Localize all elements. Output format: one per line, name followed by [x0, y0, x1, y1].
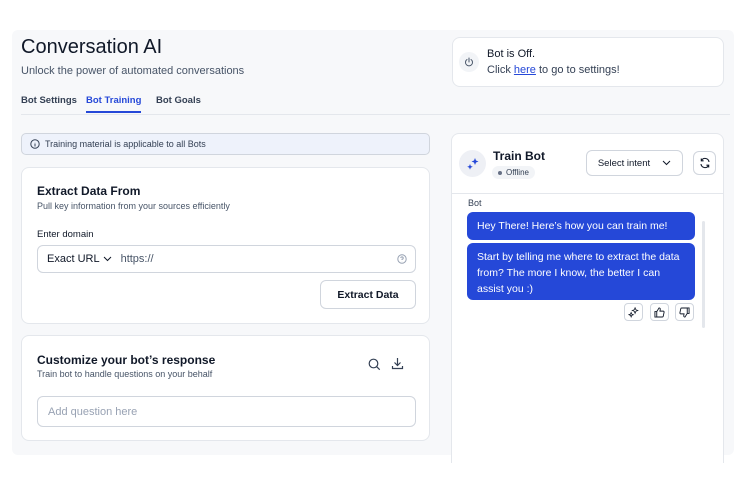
- domain-label: Enter domain: [37, 229, 94, 240]
- chat-header-divider: [452, 193, 723, 194]
- customize-subtitle: Train bot to handle questions on your be…: [37, 369, 213, 379]
- power-icon: [459, 52, 479, 72]
- settings-link[interactable]: here: [513, 64, 536, 76]
- search-icon[interactable]: [368, 358, 381, 371]
- page-subtitle: Unlock the power of automated conversati…: [21, 65, 245, 77]
- page-title: Conversation AI: [21, 36, 163, 58]
- domain-input[interactable]: https://: [120, 253, 154, 265]
- extract-data-button[interactable]: Extract Data: [320, 280, 416, 309]
- settings-text: to go to settings!: [539, 64, 620, 76]
- thumbs-down-button[interactable]: [675, 303, 694, 321]
- select-intent-dropdown[interactable]: Select intent: [586, 150, 683, 176]
- info-banner: Training material is applicable to all B…: [21, 133, 430, 155]
- download-icon[interactable]: [391, 357, 404, 370]
- bot-status-card: Bot is Off. Click here to go to settings…: [452, 37, 724, 87]
- bot-status-text: Bot is Off.: [487, 48, 536, 60]
- help-icon[interactable]: [397, 254, 407, 264]
- sparkles-icon: [459, 150, 486, 177]
- chevron-down-icon: [662, 160, 671, 166]
- extract-title: Extract Data From: [37, 184, 141, 198]
- improve-response-button[interactable]: [624, 303, 643, 321]
- add-question-input[interactable]: Add question here: [37, 396, 416, 427]
- customize-card: Customize your bot’s response Train bot …: [21, 335, 430, 441]
- status-badge: Offline: [492, 166, 535, 179]
- click-text: Click: [487, 64, 511, 76]
- chevron-down-icon: [103, 256, 111, 262]
- customize-title: Customize your bot’s response: [37, 353, 216, 367]
- extract-data-card: Extract Data From Pull key information f…: [21, 167, 430, 324]
- url-mode-select[interactable]: Exact URL: [47, 253, 112, 265]
- train-bot-title: Train Bot: [493, 149, 546, 163]
- thumbs-down-icon: [679, 306, 690, 318]
- tab-bot-settings[interactable]: Bot Settings: [21, 95, 77, 106]
- sparkles-icon: [628, 306, 639, 318]
- refresh-icon: [699, 157, 710, 169]
- domain-input-group: Exact URL https://: [37, 245, 416, 273]
- chat-scrollbar[interactable]: [702, 221, 705, 328]
- chat-message: Start by telling me where to extract the…: [467, 243, 695, 300]
- status-dot: [498, 170, 502, 175]
- thumbs-up-button[interactable]: [650, 303, 669, 321]
- extract-subtitle: Pull key information from your sources e…: [37, 201, 230, 211]
- tab-bot-goals[interactable]: Bot Goals: [156, 95, 201, 106]
- refresh-button[interactable]: [693, 151, 716, 175]
- tabs-divider: [21, 114, 730, 115]
- info-icon: [30, 139, 40, 149]
- tab-bot-training[interactable]: Bot Training: [86, 95, 142, 113]
- chat-message: Hey There! Here’s how you can train me!: [467, 212, 695, 240]
- info-banner-text: Training material is applicable to all B…: [45, 139, 206, 149]
- thumbs-up-icon: [654, 306, 665, 318]
- sender-label: Bot: [468, 198, 482, 208]
